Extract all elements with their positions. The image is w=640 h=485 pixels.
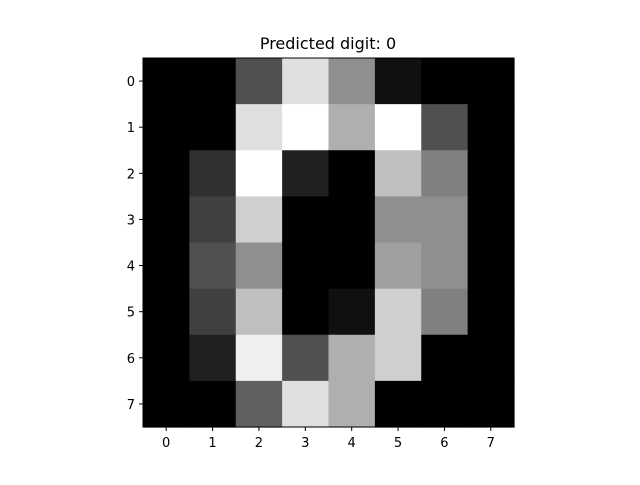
heatmap-cell-r3-c4 <box>328 196 376 244</box>
heatmap-cell-r5-c4 <box>328 288 376 336</box>
heatmap-cell-r6-c0 <box>143 334 190 382</box>
heatmap-cell-r7-c7 <box>467 380 515 428</box>
heatmap-cell-r7-c6 <box>421 380 469 428</box>
heatmap-cell-r5-c7 <box>467 288 515 336</box>
heatmap-cell-r3-c1 <box>189 196 237 244</box>
heatmap-cell-r6-c5 <box>374 334 422 382</box>
heatmap-cell-r4-c0 <box>143 242 190 290</box>
heatmap-cell-r3-c7 <box>467 196 515 244</box>
heatmap-cell-r5-c1 <box>189 288 237 336</box>
heatmap-cell-r1-c7 <box>467 104 515 151</box>
heatmap-cell-r1-c2 <box>235 104 283 151</box>
heatmap-cell-r0-c3 <box>282 58 330 105</box>
y-tick-label: 0 <box>127 75 135 90</box>
heatmap-cell-r2-c3 <box>282 150 330 197</box>
heatmap-cell-r6-c3 <box>282 334 330 382</box>
y-tick-label: 1 <box>127 121 135 136</box>
heatmap-cell-r7-c1 <box>189 380 237 428</box>
y-tick-label: 7 <box>127 398 135 413</box>
heatmap-cell-r6-c1 <box>189 334 237 382</box>
heatmap-cell-r3-c6 <box>421 196 469 244</box>
heatmap-cell-r4-c2 <box>235 242 283 290</box>
heatmap-cell-r5-c3 <box>282 288 330 336</box>
heatmap-cell-r0-c5 <box>374 58 422 105</box>
heatmap-cell-r6-c4 <box>328 334 376 382</box>
heatmap-cell-r0-c7 <box>467 58 515 105</box>
heatmap-cell-r7-c2 <box>235 380 283 428</box>
x-tick-label: 4 <box>348 436 356 451</box>
heatmap-cell-r2-c6 <box>421 150 469 197</box>
heatmap-cell-r5-c2 <box>235 288 283 336</box>
heatmap-cell-r0-c2 <box>235 58 283 105</box>
y-tick-label: 3 <box>127 213 135 228</box>
x-tick-label: 7 <box>487 436 495 451</box>
heatmap-cell-r2-c4 <box>328 150 376 197</box>
heatmap-cell-r7-c0 <box>143 380 190 428</box>
axes-frame <box>142 57 515 428</box>
heatmap-cell-r4-c7 <box>467 242 515 290</box>
heatmap-cell-r2-c0 <box>143 150 190 197</box>
heatmap-cell-r6-c2 <box>235 334 283 382</box>
heatmap-cell-r2-c7 <box>467 150 515 197</box>
heatmap-cell-r6-c7 <box>467 334 515 382</box>
x-tick-label: 3 <box>301 436 309 451</box>
heatmap-cell-r0-c4 <box>328 58 376 105</box>
y-axis: 0 1 2 3 4 5 6 7 <box>127 75 143 413</box>
heatmap-cell-r5-c6 <box>421 288 469 336</box>
x-tick-label: 6 <box>440 436 448 451</box>
y-tick-label: 6 <box>127 352 135 367</box>
x-tick-label: 5 <box>394 436 402 451</box>
x-axis: 0 1 2 3 4 5 6 7 <box>162 427 495 451</box>
heatmap-cell-r1-c5 <box>374 104 422 151</box>
heatmap-cell-r1-c3 <box>282 104 330 151</box>
y-tick-label: 2 <box>127 167 135 182</box>
heatmap-cell-r4-c6 <box>421 242 469 290</box>
heatmap-cell-r2-c1 <box>189 150 237 197</box>
heatmap-cell-r4-c3 <box>282 242 330 290</box>
heatmap-cell-r4-c5 <box>374 242 422 290</box>
heatmap-cell-r7-c5 <box>374 380 422 428</box>
heatmap-cell-r4-c1 <box>189 242 237 290</box>
heatmap-cell-r0-c0 <box>143 58 190 105</box>
heatmap-cell-r4-c4 <box>328 242 376 290</box>
heatmap-cell-r7-c3 <box>282 380 330 428</box>
y-tick-label: 5 <box>127 306 135 321</box>
heatmap-cell-r0-c1 <box>189 58 237 105</box>
heatmap-cell-r1-c1 <box>189 104 237 151</box>
heatmap-cell-r1-c6 <box>421 104 469 151</box>
y-tick-label: 4 <box>127 260 135 275</box>
heatmap-cell-r6-c6 <box>421 334 469 382</box>
heatmap-cell-r3-c0 <box>143 196 190 244</box>
heatmap-cell-r2-c2 <box>235 150 283 197</box>
heatmap-cell-r5-c5 <box>374 288 422 336</box>
heatmap-cell-r3-c2 <box>235 196 283 244</box>
x-tick-label: 1 <box>208 436 216 451</box>
heatmap-cell-r5-c0 <box>143 288 190 336</box>
heatmap-cell-r2-c5 <box>374 150 422 197</box>
heatmap-cell-r7-c4 <box>328 380 376 428</box>
heatmap-cell-r1-c4 <box>328 104 376 151</box>
x-tick-label: 2 <box>255 436 263 451</box>
heatmap-cell-r3-c3 <box>282 196 330 244</box>
heatmap-cell-r1-c0 <box>143 104 190 151</box>
chart-title: Predicted digit: 0 <box>260 34 396 53</box>
x-tick-label: 0 <box>162 436 170 451</box>
heatmap-cell-r0-c6 <box>421 58 469 105</box>
heatmap-cells <box>143 58 515 428</box>
heatmap-cell-r3-c5 <box>374 196 422 244</box>
